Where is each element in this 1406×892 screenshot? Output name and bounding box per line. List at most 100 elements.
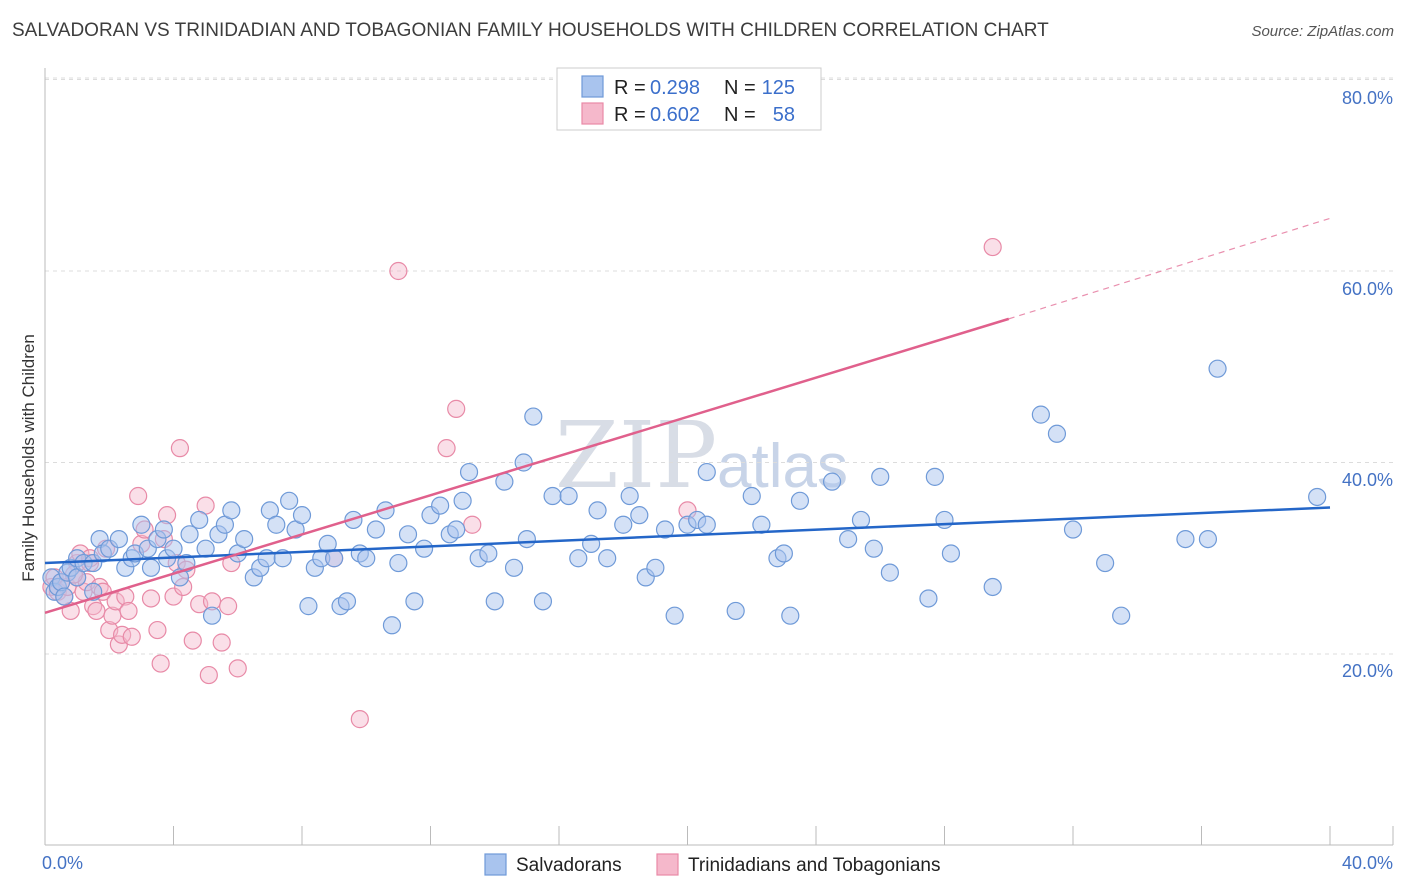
salvadoran-point-121 <box>1308 487 1327 507</box>
salvadoran-point-25 <box>164 539 183 558</box>
series-legend-label-trinidadians: Trinidadians and Tobagonians <box>688 855 940 876</box>
salvadoran-point-120 <box>1208 359 1227 378</box>
salvadoran-point-23 <box>154 520 173 539</box>
salvadoran-point-88 <box>646 558 665 577</box>
chart-title: SALVADORAN VS TRINIDADIAN AND TOBAGONIAN… <box>12 20 1049 41</box>
series-legend: Salvadorans Trinidadians and Tobagonians <box>484 853 940 876</box>
salvadoran-point-29 <box>190 510 209 530</box>
salvadoran-point-118 <box>1176 529 1195 549</box>
salvadoran-point-101 <box>790 491 810 510</box>
salvadoran-point-112 <box>983 577 1002 597</box>
trinidadian-point-42 <box>199 665 218 685</box>
y-tick-label-60: 60.0% <box>1342 279 1393 299</box>
trinidadian-point-20 <box>106 592 125 611</box>
salvadoran-point-4 <box>55 587 74 606</box>
gridlines <box>45 77 1393 655</box>
legend-n-value-2: 58 <box>773 104 795 126</box>
salvadoran-point-58 <box>382 616 402 635</box>
salvadoran-point-109 <box>925 467 944 486</box>
legend-n-label-2: N = <box>724 104 756 126</box>
salvadoran-point-80 <box>569 549 588 568</box>
salvadoran-point-61 <box>405 592 424 611</box>
salvadoran-point-46 <box>299 597 318 616</box>
salvadoran-point-89 <box>655 520 675 539</box>
y-axis-title: Family Households with Children <box>19 334 38 582</box>
salvadoran-point-78 <box>543 486 562 506</box>
salvadoran-point-15 <box>109 529 128 549</box>
salvadoran-point-64 <box>431 496 450 515</box>
trinidadian-point-51 <box>437 439 456 458</box>
trinidadian-point-44 <box>212 633 231 652</box>
trinidadian-trend-line <box>44 317 1010 615</box>
trinidadian-point-24 <box>119 601 138 621</box>
salvadoran-point-117 <box>1112 606 1131 625</box>
trinidadian-point-49 <box>350 710 369 729</box>
trinidadian-point-39 <box>183 631 202 650</box>
series-legend-swatch-salvadorans <box>484 853 507 876</box>
salvadoran-point-66 <box>447 520 466 539</box>
salvadoran-point-102 <box>822 472 842 491</box>
trinidadian-point-47 <box>228 659 247 678</box>
trinidadian-trend-extension <box>1008 217 1331 320</box>
trinidadian-point-34 <box>164 587 183 606</box>
series-legend-swatch-trinidadians <box>656 853 679 876</box>
salvadoran-point-21 <box>141 558 161 577</box>
salvadoran-point-104 <box>851 510 871 530</box>
legend-r-label-1: R = <box>614 77 646 99</box>
trinidadian-point-55 <box>983 237 1002 257</box>
trinidadian-point-45 <box>219 597 238 616</box>
salvadoran-point-99 <box>774 544 793 563</box>
salvadoran-points <box>42 359 1327 635</box>
salvadoran-point-59 <box>389 553 408 573</box>
salvadoran-point-93 <box>697 462 716 482</box>
salvadoran-point-31 <box>202 606 222 625</box>
salvadoran-point-62 <box>414 539 434 558</box>
salvadoran-point-113 <box>1031 405 1050 424</box>
trinidadian-point-26 <box>129 486 148 506</box>
salvadoran-point-19 <box>132 515 151 534</box>
salvadoran-point-110 <box>935 510 954 530</box>
salvadoran-point-111 <box>941 544 961 563</box>
salvadoran-point-90 <box>665 606 684 625</box>
salvadoran-point-79 <box>559 486 578 506</box>
legend-n-value-1: 125 <box>762 77 795 99</box>
salvadoran-point-28 <box>180 525 199 544</box>
salvadoran-point-114 <box>1047 424 1067 443</box>
trinidadian-point-25 <box>122 627 141 646</box>
salvadoran-point-52 <box>337 592 357 611</box>
source-label: Source: ZipAtlas.com <box>1251 23 1394 40</box>
legend-swatch-blue <box>581 75 604 98</box>
salvadoran-point-94 <box>697 515 716 534</box>
salvadoran-point-67 <box>453 491 472 510</box>
salvadoran-point-116 <box>1096 553 1115 573</box>
salvadoran-point-34 <box>222 501 241 520</box>
legend-swatch-pink <box>581 102 604 125</box>
x-tick-label-max: 40.0% <box>1342 853 1393 873</box>
trinidadian-point-36 <box>170 439 190 458</box>
trinidadian-point-52 <box>447 399 466 418</box>
salvadoran-point-76 <box>517 529 536 549</box>
salvadoran-point-107 <box>880 563 899 582</box>
salvadoran-point-96 <box>742 486 761 506</box>
y-tick-label-20: 20.0% <box>1342 661 1393 681</box>
salvadoran-point-105 <box>864 539 883 558</box>
trinidadian-point-53 <box>463 515 482 534</box>
trinidadian-point-31 <box>151 654 170 673</box>
trinidadian-points <box>42 237 1002 729</box>
salvadoran-point-100 <box>781 606 800 625</box>
salvadoran-point-56 <box>366 520 385 539</box>
salvadoran-point-106 <box>871 467 890 486</box>
salvadoran-point-41 <box>267 515 286 534</box>
y-tick-label-40: 40.0% <box>1342 470 1393 490</box>
x-tick-label-min: 0.0% <box>42 853 83 873</box>
salvadoran-point-36 <box>235 529 254 549</box>
salvadoran-point-43 <box>280 491 299 510</box>
salvadoran-point-71 <box>485 592 504 611</box>
salvadoran-point-115 <box>1063 520 1083 539</box>
trend-lines <box>44 217 1331 615</box>
salvadoran-trend-line <box>44 506 1331 565</box>
salvadoran-point-83 <box>598 549 617 568</box>
legend-r-value-1: 0.298 <box>650 77 700 99</box>
salvadoran-point-50 <box>325 549 344 568</box>
